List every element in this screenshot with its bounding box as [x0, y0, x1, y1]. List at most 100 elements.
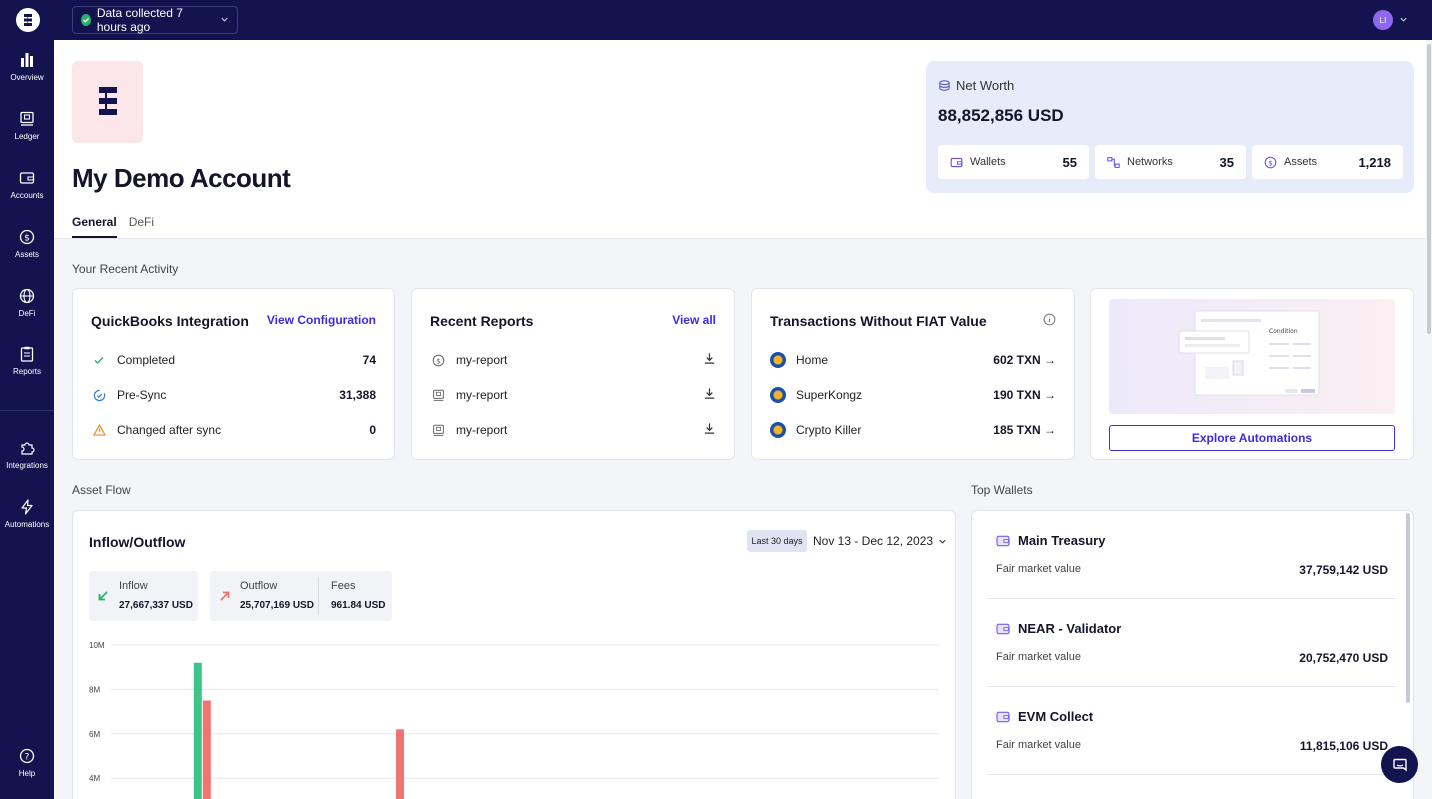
sidebar-item-overview[interactable]: Overview: [0, 52, 54, 82]
wallet-icon: [996, 711, 1010, 722]
list-item[interactable]: Home 602 TXN →: [770, 350, 1056, 370]
list-item[interactable]: Crypto Killer 185 TXN →: [770, 420, 1056, 440]
list-item[interactable]: my-report: [430, 420, 716, 440]
y-tick-label: 8M: [89, 685, 100, 694]
main-content: My Demo Account General DeFi Net Worth 8…: [54, 40, 1426, 799]
outflow-fees-stat: Outflow 25,707,169 USD Fees 961.84 USD: [210, 571, 392, 621]
help-icon: ?: [19, 748, 35, 764]
automations-card: Condition Explore Automations: [1090, 288, 1414, 460]
outflow-label: Outflow: [240, 580, 278, 592]
sidebar-item-ledger[interactable]: Ledger: [0, 111, 54, 141]
sidebar-item-help[interactable]: ? Help: [0, 748, 54, 778]
chat-icon: [1392, 758, 1407, 771]
chevron-down-icon: [939, 539, 946, 544]
changed-after-sync-label: Changed after sync: [117, 423, 222, 437]
list-item[interactable]: SuperKongz 190 TXN →: [770, 385, 1056, 405]
clipboard-icon: [20, 346, 34, 362]
wallet-row-main-treasury[interactable]: Main Treasury Fair market value 37,759,1…: [988, 511, 1396, 599]
info-icon[interactable]: [1043, 313, 1056, 329]
data-status-text: Data collected 7 hours ago: [96, 6, 183, 34]
sync-icon: [91, 389, 107, 402]
fair-market-value-label: Fair market value: [996, 739, 1081, 751]
wallets-scrollbar[interactable]: [1406, 513, 1410, 703]
avatar: LI: [1373, 10, 1393, 30]
pre-sync-label: Pre-Sync: [117, 388, 167, 402]
sidebar-item-accounts[interactable]: Accounts: [0, 170, 54, 200]
automation-illustration: Condition: [1178, 310, 1320, 396]
download-icon[interactable]: [703, 352, 716, 368]
logo-mark-icon: [24, 14, 32, 26]
fair-market-value: 20,752,470 USD: [1299, 651, 1388, 665]
y-tick-label: 10M: [89, 641, 105, 650]
sidebar-item-integrations[interactable]: Integrations: [0, 440, 54, 470]
inflow-outflow-title: Inflow/Outflow: [89, 534, 186, 550]
sidebar-item-reports[interactable]: Reports: [0, 346, 54, 376]
svg-text:?: ?: [25, 753, 30, 763]
wallet-row-near-validator[interactable]: NEAR - Validator Fair market value 20,75…: [988, 599, 1396, 687]
automation-condition-text: Condition: [1269, 328, 1298, 335]
list-item: Changed after sync 0: [91, 420, 376, 440]
txn-count: 185 TXN →: [993, 423, 1056, 437]
sidebar-item-defi[interactable]: DeFi: [0, 288, 54, 318]
networks-stat[interactable]: Networks 35: [1095, 145, 1246, 179]
recent-activity-title: Your Recent Activity: [72, 262, 179, 276]
globe-icon: [19, 288, 35, 304]
fair-market-value: 11,815,106 USD: [1299, 739, 1388, 753]
wallet-row-evm-collect[interactable]: EVM Collect Fair market value 11,815,106…: [988, 687, 1396, 775]
inflow-outflow-card: Inflow/Outflow Last 30 days Nov 13 - Dec…: [72, 510, 956, 799]
quickbooks-card: QuickBooks Integration View Configuratio…: [72, 288, 395, 460]
list-item[interactable]: $ my-report: [430, 350, 716, 370]
list-item[interactable]: my-report: [430, 385, 716, 405]
transactions-card: Transactions Without FIAT Value Home 602…: [751, 288, 1075, 460]
assets-stat-value: 1,218: [1358, 154, 1391, 170]
page-scrollbar-thumb[interactable]: [1427, 44, 1431, 334]
y-tick-label: 6M: [89, 730, 100, 739]
report-name: my-report: [456, 423, 508, 437]
networks-stat-label: Networks: [1127, 156, 1173, 168]
check-icon: [91, 354, 107, 366]
page-scrollbar-track[interactable]: [1426, 40, 1432, 799]
outflow-bar[interactable]: [396, 729, 404, 799]
sidebar-item-automations[interactable]: Automations: [0, 499, 54, 529]
sidebar-item-label: Help: [18, 769, 36, 778]
top-wallets-title: Top Wallets: [971, 483, 1033, 497]
check-icon: [81, 14, 91, 26]
sidebar-item-assets[interactable]: $ Assets: [0, 229, 54, 259]
download-icon[interactable]: [703, 387, 716, 403]
dollar-icon: $: [430, 354, 446, 367]
completed-value: 74: [362, 353, 376, 367]
chat-button[interactable]: [1381, 746, 1418, 783]
view-all-link[interactable]: View all: [672, 313, 716, 327]
app-logo[interactable]: [16, 8, 40, 32]
page-title: My Demo Account: [72, 163, 291, 193]
outflow-bar[interactable]: [202, 700, 211, 799]
date-range-picker[interactable]: Nov 13 - Dec 12, 2023: [813, 534, 947, 548]
wallet-name-text: Main Treasury: [1018, 533, 1106, 548]
network-icon: [1107, 156, 1120, 168]
inflow-label: Inflow: [119, 580, 148, 592]
tab-defi[interactable]: DeFi: [128, 215, 155, 229]
outflow-value: 25,707,169 USD: [240, 600, 314, 611]
inflow-bar[interactable]: [193, 662, 202, 799]
svg-text:$: $: [1268, 158, 1273, 167]
sidebar-item-label: Ledger: [14, 132, 40, 141]
data-status-dropdown[interactable]: Data collected 7 hours ago: [72, 6, 238, 34]
net-worth-label: Net Worth: [938, 78, 1014, 93]
svg-text:$: $: [436, 356, 441, 365]
download-icon[interactable]: [703, 422, 716, 438]
txn-count: 190 TXN →: [993, 388, 1056, 402]
wallet-name-text: EVM Collect: [1018, 709, 1094, 724]
tab-general[interactable]: General: [72, 215, 117, 238]
explore-automations-button[interactable]: Explore Automations: [1109, 425, 1395, 451]
sidebar-item-label: Assets: [14, 250, 39, 259]
ledger-icon: [430, 389, 446, 402]
user-menu[interactable]: LI: [1373, 10, 1408, 30]
assets-stat[interactable]: $ Assets 1,218: [1252, 145, 1403, 179]
wallets-stat[interactable]: Wallets 55: [938, 145, 1089, 179]
recent-reports-title: Recent Reports: [430, 313, 534, 329]
wallet-name-text: NEAR - Validator: [1018, 621, 1122, 636]
report-name: my-report: [456, 353, 508, 367]
recent-reports-card: Recent Reports View all $ my-report my-r…: [411, 288, 735, 460]
view-configuration-link[interactable]: View Configuration: [266, 313, 376, 327]
last-30-days-chip[interactable]: Last 30 days: [747, 530, 807, 552]
